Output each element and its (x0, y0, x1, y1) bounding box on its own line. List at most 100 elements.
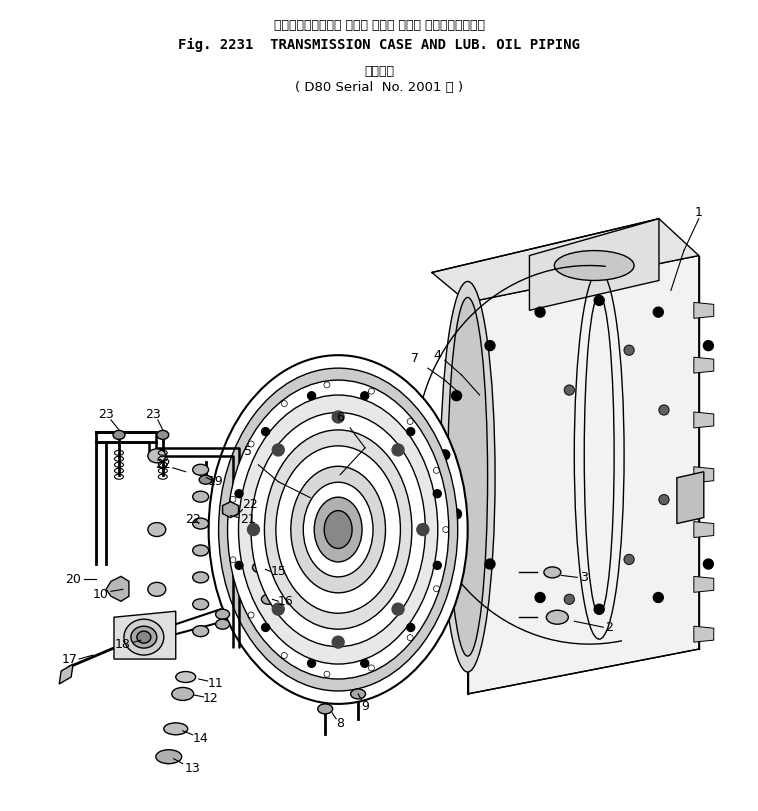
Text: ( D80 Serial  No. 2001 ～ ): ( D80 Serial No. 2001 ～ ) (295, 81, 463, 94)
Ellipse shape (137, 631, 151, 643)
Text: 22: 22 (155, 458, 171, 471)
Ellipse shape (554, 251, 634, 281)
Circle shape (392, 603, 404, 615)
Text: 13: 13 (185, 762, 201, 775)
Circle shape (417, 524, 429, 535)
Ellipse shape (218, 368, 458, 691)
Circle shape (535, 307, 545, 317)
Ellipse shape (148, 582, 166, 596)
Ellipse shape (265, 430, 412, 629)
Text: 3: 3 (581, 571, 588, 584)
Text: 適用号機: 適用号機 (364, 65, 394, 78)
Circle shape (262, 427, 270, 436)
Ellipse shape (262, 594, 275, 604)
Ellipse shape (131, 626, 157, 648)
Ellipse shape (448, 298, 487, 656)
Polygon shape (432, 219, 699, 303)
Circle shape (653, 593, 663, 603)
Circle shape (308, 392, 315, 400)
Circle shape (235, 490, 243, 498)
Circle shape (703, 341, 713, 350)
Polygon shape (114, 611, 176, 659)
Text: 18: 18 (115, 637, 131, 650)
Ellipse shape (324, 511, 352, 548)
Circle shape (452, 391, 462, 401)
Circle shape (361, 659, 368, 667)
Ellipse shape (113, 431, 125, 440)
Ellipse shape (124, 620, 164, 655)
Circle shape (392, 444, 404, 456)
Ellipse shape (172, 688, 194, 701)
Circle shape (407, 427, 415, 436)
Polygon shape (106, 577, 129, 601)
Circle shape (452, 509, 462, 519)
Text: 6: 6 (337, 411, 344, 424)
Ellipse shape (215, 620, 230, 629)
Polygon shape (694, 626, 714, 642)
Polygon shape (694, 467, 714, 483)
Text: 19: 19 (208, 475, 224, 488)
Text: 15: 15 (271, 565, 287, 578)
Text: 11: 11 (208, 677, 224, 690)
Text: 20: 20 (65, 573, 81, 586)
Ellipse shape (252, 562, 268, 573)
Ellipse shape (193, 518, 208, 529)
Circle shape (653, 307, 663, 317)
Circle shape (703, 559, 713, 569)
Ellipse shape (318, 704, 333, 714)
Circle shape (434, 561, 441, 569)
Text: 22: 22 (243, 498, 258, 511)
Ellipse shape (193, 599, 208, 610)
Circle shape (272, 603, 284, 615)
Circle shape (434, 490, 441, 498)
Text: 8: 8 (336, 717, 344, 731)
Ellipse shape (193, 491, 208, 502)
Ellipse shape (156, 749, 182, 764)
Text: 14: 14 (193, 732, 208, 745)
Circle shape (361, 392, 368, 400)
Text: 12: 12 (202, 693, 218, 706)
Polygon shape (694, 357, 714, 373)
Circle shape (272, 444, 284, 456)
Ellipse shape (315, 497, 362, 562)
Ellipse shape (193, 626, 208, 637)
Ellipse shape (193, 464, 208, 475)
Circle shape (594, 604, 604, 614)
Ellipse shape (547, 610, 568, 624)
Polygon shape (468, 255, 699, 694)
Text: Fig. 2231  TRANSMISSION CASE AND LUB. OIL PIPING: Fig. 2231 TRANSMISSION CASE AND LUB. OIL… (178, 37, 580, 52)
Circle shape (332, 411, 344, 423)
Ellipse shape (239, 395, 438, 664)
Ellipse shape (215, 609, 230, 620)
Ellipse shape (199, 475, 212, 484)
Ellipse shape (303, 483, 373, 577)
Ellipse shape (148, 448, 166, 463)
Ellipse shape (544, 567, 561, 578)
Ellipse shape (315, 415, 332, 644)
Text: 5: 5 (245, 445, 252, 458)
Ellipse shape (164, 723, 188, 735)
Circle shape (594, 295, 604, 306)
Text: 7: 7 (411, 352, 419, 365)
Text: 23: 23 (98, 409, 114, 422)
Polygon shape (59, 664, 73, 684)
Text: トランスミッション ケース および ループ オイルパイピング: トランスミッション ケース および ループ オイルパイピング (274, 19, 484, 32)
Text: 2: 2 (605, 620, 613, 633)
Polygon shape (677, 472, 704, 524)
Text: 17: 17 (61, 653, 77, 666)
Text: 23: 23 (145, 409, 161, 422)
Circle shape (262, 624, 270, 632)
Circle shape (485, 559, 495, 569)
Ellipse shape (148, 522, 166, 537)
Circle shape (407, 624, 415, 632)
Ellipse shape (227, 380, 449, 679)
Ellipse shape (193, 545, 208, 556)
Text: 9: 9 (361, 701, 369, 714)
Text: 22: 22 (185, 513, 201, 526)
Circle shape (308, 659, 315, 667)
Ellipse shape (176, 672, 196, 683)
Circle shape (659, 495, 669, 504)
Circle shape (485, 341, 495, 350)
Ellipse shape (157, 431, 169, 440)
Circle shape (332, 636, 344, 648)
